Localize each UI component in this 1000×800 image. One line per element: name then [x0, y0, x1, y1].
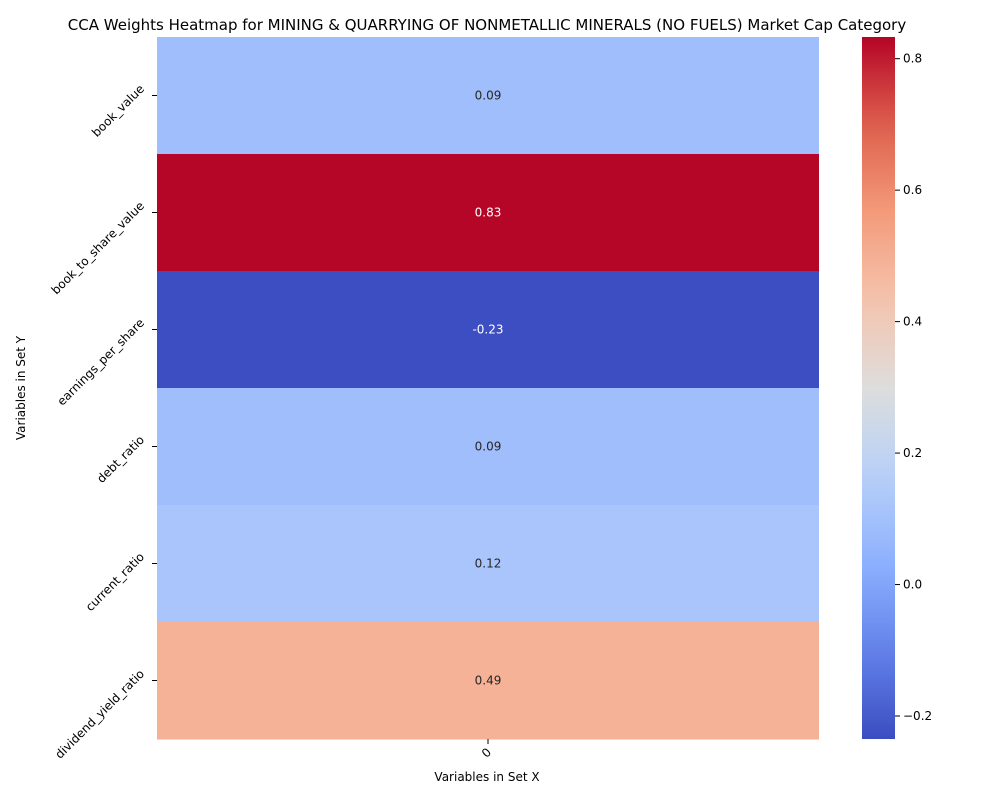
x-tick-label: 0	[479, 745, 494, 760]
cell-value-label: 0.12	[475, 557, 502, 571]
chart-title: CCA Weights Heatmap for MINING & QUARRYI…	[68, 16, 907, 34]
cell-value-label: 0.49	[475, 674, 502, 688]
cell-value-label: 0.83	[475, 206, 502, 220]
colorbar-tick-label: 0.2	[903, 446, 922, 460]
x-tick-labels: 0	[479, 739, 494, 761]
colorbar: −0.2 0.0 0.2 0.4 0.6 0.8	[862, 37, 932, 739]
colorbar-tick-label: 0.8	[903, 52, 922, 66]
colorbar-tick-label: −0.2	[903, 709, 932, 723]
y-axis-label: Variables in Set Y	[14, 335, 28, 440]
heatmap-cell	[157, 154, 819, 272]
x-axis-label: Variables in Set X	[434, 770, 539, 784]
heatmap-cells: 0.09 0.83 -0.23 0.09 0.12 0.49	[157, 37, 819, 740]
y-tick-label: book_to_share_value	[49, 199, 148, 298]
colorbar-tick-label: 0.6	[903, 183, 922, 197]
y-tick-label: current_ratio	[83, 550, 147, 614]
heatmap-cell	[157, 37, 819, 155]
heatmap-cell	[157, 505, 819, 623]
cell-value-label: 0.09	[475, 89, 502, 103]
cell-value-label: 0.09	[475, 440, 502, 454]
colorbar-gradient	[862, 37, 895, 739]
y-tick-labels: book_value book_to_share_value earnings_pe…	[49, 82, 157, 762]
y-tick-label: debt_ratio	[94, 433, 147, 486]
y-tick-label: book_value	[89, 82, 147, 140]
heatmap-cell	[157, 622, 819, 740]
heatmap-cell	[157, 388, 819, 506]
cell-value-label: -0.23	[472, 323, 503, 337]
colorbar-tick-label: 0.0	[903, 578, 922, 592]
colorbar-tick-label: 0.4	[903, 315, 922, 329]
y-tick-label: earnings_per_share	[54, 316, 147, 409]
heatmap-cell	[157, 271, 819, 389]
y-tick-label: dividend_yield_ratio	[52, 667, 147, 762]
